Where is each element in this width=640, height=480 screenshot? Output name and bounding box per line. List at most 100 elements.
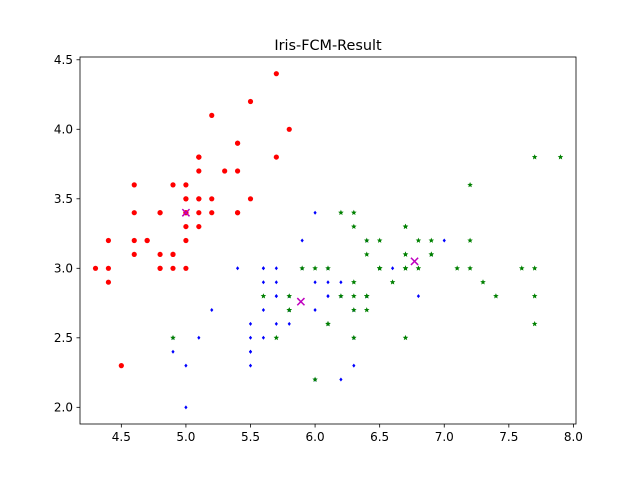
x-tick-label: 6.5 bbox=[370, 430, 389, 444]
series-2-point bbox=[352, 363, 356, 368]
series-2-point bbox=[248, 321, 253, 326]
series-3-point bbox=[531, 321, 538, 327]
series-3-point bbox=[428, 251, 435, 257]
series-2-point bbox=[171, 349, 175, 354]
series-2-point bbox=[313, 280, 317, 285]
series-2-point bbox=[274, 294, 278, 299]
series-3-point bbox=[286, 293, 293, 299]
series-2-point bbox=[339, 280, 343, 285]
series-2-point bbox=[274, 280, 278, 285]
series-1-point bbox=[157, 265, 163, 271]
series-3-point bbox=[325, 265, 331, 271]
series-2-point bbox=[248, 349, 253, 354]
series-3-point bbox=[557, 154, 564, 160]
series-3-point bbox=[389, 279, 396, 285]
series-3-point bbox=[467, 181, 473, 188]
series-2-point bbox=[248, 335, 253, 340]
series-3-point bbox=[260, 293, 267, 299]
series-1-point bbox=[247, 98, 254, 105]
series-3-point bbox=[402, 265, 409, 271]
series-1-point bbox=[196, 154, 202, 160]
series-2-point bbox=[300, 238, 304, 243]
series-2-point bbox=[326, 294, 330, 299]
series-3 bbox=[170, 154, 564, 382]
series-3-point bbox=[363, 293, 370, 299]
centroid-marker bbox=[181, 208, 191, 217]
series-3-point bbox=[363, 307, 370, 313]
series-2-point bbox=[184, 363, 188, 368]
series-3-point bbox=[467, 237, 473, 243]
series-3-point bbox=[402, 223, 409, 229]
x-tick-label: 7.5 bbox=[499, 430, 518, 444]
centroid-stroke bbox=[410, 257, 419, 266]
series-2-point bbox=[261, 266, 266, 271]
chart-title: Iris-FCM-Result bbox=[274, 38, 382, 54]
series-3-point bbox=[351, 279, 357, 285]
series-3-point bbox=[531, 265, 538, 271]
series-1-point bbox=[222, 168, 228, 174]
series-1-point bbox=[183, 237, 189, 244]
series-1-point bbox=[183, 182, 189, 188]
series-1-point bbox=[131, 237, 137, 244]
x-tick-label: 5.5 bbox=[241, 430, 260, 444]
centroid-marker bbox=[410, 257, 419, 266]
series-2-point bbox=[184, 405, 188, 410]
series-3-point bbox=[338, 209, 344, 216]
series-1-point bbox=[273, 154, 279, 160]
series-1-point bbox=[118, 363, 124, 369]
series-2-point bbox=[442, 238, 446, 243]
series-3-point bbox=[454, 265, 460, 271]
series-2-point bbox=[274, 266, 278, 271]
series-1-point bbox=[196, 223, 202, 230]
x-tick-label: 5.0 bbox=[176, 430, 195, 444]
y-tick-label: 3.0 bbox=[54, 262, 73, 276]
series-3-point bbox=[273, 334, 280, 341]
series-1-point bbox=[105, 265, 112, 271]
series-3-point bbox=[480, 279, 486, 285]
series-1-point bbox=[209, 210, 215, 216]
y-tick-label: 3.5 bbox=[54, 192, 73, 206]
series-3-point bbox=[467, 265, 473, 271]
plot-frame bbox=[79, 56, 577, 425]
series-3-point bbox=[351, 209, 357, 216]
series-1-point bbox=[196, 210, 202, 216]
series-1-point bbox=[234, 210, 241, 216]
series-1-point bbox=[196, 196, 202, 202]
y-tick-label: 4.0 bbox=[54, 123, 73, 137]
series-3-point bbox=[518, 265, 525, 271]
series-2-point bbox=[313, 308, 317, 313]
series-3-point bbox=[299, 265, 305, 271]
series-1-point bbox=[105, 279, 112, 285]
series-3-point bbox=[363, 251, 370, 257]
series-1-point bbox=[105, 237, 112, 244]
x-tick-label: 4.5 bbox=[112, 430, 131, 444]
series-2-point bbox=[313, 210, 317, 215]
series-2-point bbox=[197, 335, 201, 340]
series-3-point bbox=[493, 293, 499, 299]
series-1-point bbox=[144, 237, 150, 244]
series-3-point bbox=[351, 307, 357, 313]
series-1-point bbox=[131, 210, 137, 216]
series-3-point bbox=[170, 334, 176, 341]
y-tick-label: 2.0 bbox=[54, 401, 73, 415]
series-3-point bbox=[415, 237, 422, 243]
series-1-point bbox=[234, 168, 241, 174]
series-1-point bbox=[234, 140, 241, 146]
series-1-point bbox=[170, 182, 176, 188]
series-1-point bbox=[183, 223, 189, 230]
series-3-point bbox=[338, 293, 344, 299]
centroid-stroke bbox=[296, 297, 306, 306]
series-1-point bbox=[157, 251, 163, 258]
series-3-point bbox=[376, 265, 383, 271]
series-1-point bbox=[170, 251, 176, 258]
series-3-point bbox=[402, 251, 409, 257]
series-3-point bbox=[351, 223, 357, 229]
series-2-point bbox=[390, 266, 395, 271]
centroid-marker bbox=[296, 297, 306, 306]
series-1-point bbox=[209, 112, 215, 118]
series-2-point bbox=[261, 280, 266, 285]
series-3-point bbox=[286, 307, 293, 313]
series-1-point bbox=[183, 196, 189, 202]
series-3-point bbox=[531, 154, 538, 160]
points-layer bbox=[92, 71, 564, 410]
